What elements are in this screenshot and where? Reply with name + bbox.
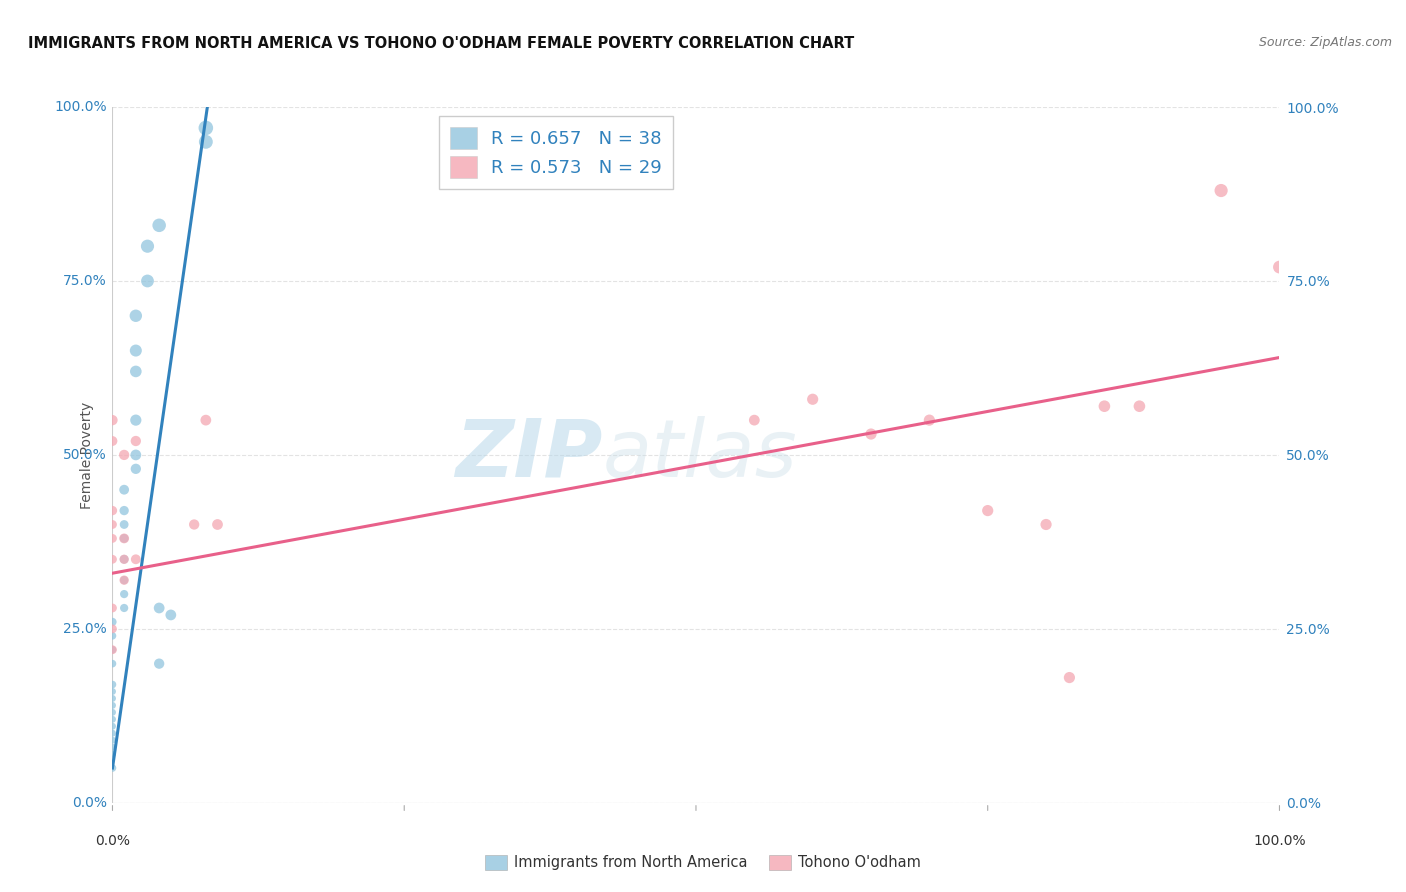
Point (125, 413, 148, 427)
Point (112, 573, 135, 587)
Point (194, 135, 217, 149)
Point (160, 607, 183, 622)
Point (125, 434, 148, 448)
Point (101, 733, 124, 747)
Text: 0.0%: 0.0% (72, 796, 107, 810)
Point (101, 698, 124, 713)
Point (101, 532, 124, 546)
Point (112, 503, 135, 517)
Legend: Immigrants from North America, Tohono O'odham: Immigrants from North America, Tohono O'… (479, 848, 927, 876)
Point (136, 239, 159, 253)
Point (101, 642, 124, 657)
Point (101, 726, 124, 740)
Point (1035, 517, 1057, 532)
Point (101, 517, 124, 532)
Point (101, 691, 124, 706)
Text: 100.0%: 100.0% (53, 100, 107, 114)
Point (101, 677, 124, 691)
Point (112, 483, 135, 497)
Point (101, 706, 124, 720)
Point (101, 761, 124, 775)
Point (125, 309, 148, 323)
Point (183, 517, 205, 532)
Point (112, 552, 135, 566)
Point (207, 517, 229, 532)
Point (101, 684, 124, 698)
Point (101, 413, 124, 427)
Point (1059, 671, 1081, 685)
Text: ZIP: ZIP (456, 416, 603, 494)
Point (112, 448, 135, 462)
Legend: R = 0.657   N = 38, R = 0.573   N = 29: R = 0.657 N = 38, R = 0.573 N = 29 (439, 116, 673, 189)
Point (918, 413, 941, 427)
Text: Source: ZipAtlas.com: Source: ZipAtlas.com (1258, 36, 1392, 49)
Point (101, 719, 124, 733)
Text: 100.0%: 100.0% (1253, 834, 1306, 848)
Point (101, 434, 124, 448)
Point (148, 601, 170, 615)
Text: 50.0%: 50.0% (63, 448, 107, 462)
Point (101, 657, 124, 671)
Point (112, 552, 135, 566)
Point (125, 364, 148, 378)
Point (112, 601, 135, 615)
Point (101, 552, 124, 566)
Point (976, 503, 998, 517)
Point (148, 219, 170, 233)
Point (101, 712, 124, 726)
Text: 25.0%: 25.0% (63, 622, 107, 636)
Point (1268, 260, 1291, 274)
Text: atlas: atlas (603, 416, 797, 494)
Point (112, 532, 135, 546)
Point (125, 343, 148, 358)
Y-axis label: Female Poverty: Female Poverty (80, 401, 94, 508)
Point (101, 747, 124, 761)
Point (1209, 184, 1232, 198)
Point (112, 573, 135, 587)
Point (194, 413, 217, 427)
Point (101, 740, 124, 755)
Point (125, 552, 148, 566)
Point (801, 392, 824, 407)
Point (101, 622, 124, 636)
Point (112, 517, 135, 532)
Point (148, 657, 170, 671)
Point (112, 532, 135, 546)
Point (1094, 399, 1116, 413)
Point (194, 120, 217, 135)
Point (112, 587, 135, 601)
Point (125, 448, 148, 462)
Point (136, 274, 159, 288)
Point (1128, 399, 1150, 413)
Point (101, 629, 124, 643)
Point (101, 642, 124, 657)
Point (860, 427, 883, 442)
Text: 75.0%: 75.0% (63, 274, 107, 288)
Point (101, 601, 124, 615)
Text: 0.0%: 0.0% (96, 834, 129, 848)
Point (101, 615, 124, 629)
Text: IMMIGRANTS FROM NORTH AMERICA VS TOHONO O'ODHAM FEMALE POVERTY CORRELATION CHART: IMMIGRANTS FROM NORTH AMERICA VS TOHONO … (28, 36, 855, 51)
Point (101, 503, 124, 517)
Point (125, 462, 148, 476)
Point (744, 413, 766, 427)
